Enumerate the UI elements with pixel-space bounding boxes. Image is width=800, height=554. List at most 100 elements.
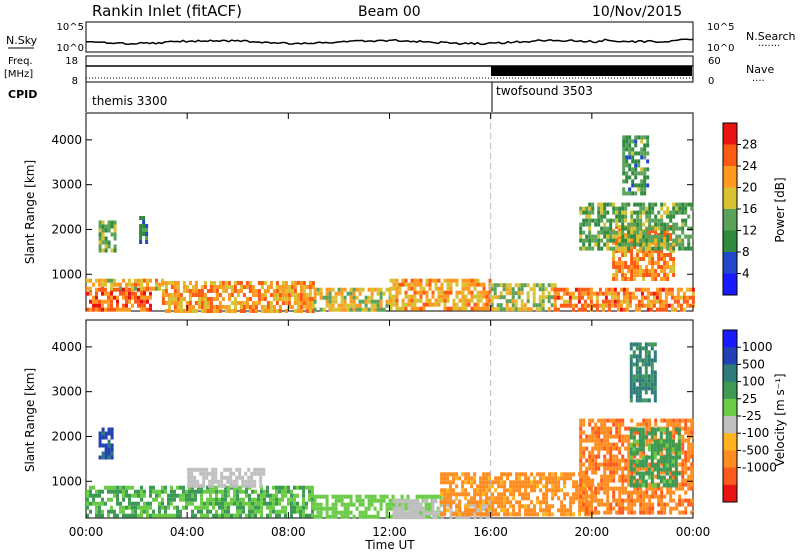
heatmap-cell (621, 482, 625, 487)
heatmap-cell (233, 285, 237, 289)
heatmap-cell (110, 443, 114, 448)
heatmap-cell (650, 435, 654, 440)
heatmap-cell (612, 458, 616, 463)
heatmap-cell (646, 143, 650, 148)
heatmap-cell (146, 505, 149, 510)
heatmap-cell (308, 301, 312, 305)
heatmap-cell (197, 305, 201, 309)
heatmap-cell (656, 443, 660, 448)
heatmap-cell (143, 489, 146, 494)
heatmap-cell (308, 289, 312, 293)
heatmap-cell (152, 286, 155, 291)
heatmap-cell (205, 471, 209, 476)
heatmap-cell (143, 493, 146, 498)
heatmap-cell (407, 298, 411, 303)
heatmap-cell (313, 291, 317, 296)
heatmap-cell (636, 442, 640, 447)
heatmap-cell (585, 458, 589, 463)
heatmap-cell (215, 513, 218, 518)
heatmap-cell (86, 307, 89, 312)
heatmap-cell (612, 474, 616, 479)
heatmap-cell (675, 242, 679, 247)
heatmap-cell (211, 483, 215, 488)
heatmap-cell (367, 295, 371, 300)
heatmap-cell (621, 434, 625, 439)
heatmap-cell (606, 434, 610, 439)
colorbar-swatch (723, 252, 737, 274)
heatmap-cell (311, 305, 315, 309)
heatmap-cell (476, 294, 480, 299)
heatmap-cell (233, 501, 236, 506)
heatmap-cell (239, 285, 243, 289)
heatmap-cell (621, 418, 625, 423)
heatmap-cell (311, 281, 315, 285)
heatmap-cell (630, 490, 634, 495)
heatmap-cell (164, 301, 168, 305)
heatmap-cell (263, 497, 266, 502)
heatmap-cell (113, 282, 116, 287)
heatmap-cell (657, 246, 661, 251)
heatmap-cell (582, 238, 586, 243)
heatmap-cell (401, 511, 405, 516)
heatmap-cell (637, 163, 641, 168)
heatmap-cell (597, 498, 601, 503)
heatmap-cell (446, 472, 450, 477)
heatmap-cell (636, 422, 640, 427)
heatmap-cell (600, 482, 604, 487)
noise-left-tick-top: 10^5 (57, 22, 84, 33)
heatmap-cell (687, 242, 691, 247)
heatmap-cell (164, 281, 168, 285)
heatmap-cell (526, 307, 530, 312)
heatmap-cell (98, 307, 101, 312)
heatmap-cell (609, 458, 613, 463)
heatmap-cell (416, 290, 420, 295)
heatmap-cell (579, 494, 583, 499)
heatmap-cell (646, 291, 650, 296)
heatmap-cell (664, 303, 668, 308)
heatmap-cell (218, 285, 222, 289)
heatmap-cell (110, 224, 114, 229)
heatmap-cell (663, 226, 667, 231)
heatmap-cell (376, 498, 380, 503)
heatmap-cell (400, 494, 404, 499)
heatmap-cell (272, 309, 276, 313)
heatmap-cell (687, 442, 691, 447)
heatmap-cell (651, 202, 655, 207)
heatmap-cell (621, 438, 625, 443)
heatmap-cell (269, 509, 272, 514)
heatmap-cell (263, 281, 267, 285)
heatmap-cell (627, 238, 631, 243)
heatmap-cell (651, 253, 655, 257)
heatmap-cell (395, 302, 399, 307)
heatmap-cell (407, 503, 411, 508)
heatmap-cell (191, 305, 195, 309)
heatmap-cell (665, 471, 669, 476)
heatmap-cell (579, 238, 583, 243)
heatmap-cell (254, 509, 257, 514)
heatmap-cell (515, 488, 519, 493)
heatmap-cell (648, 229, 652, 233)
heatmap-cell (227, 309, 231, 313)
heatmap-cell (621, 249, 625, 253)
heatmap-cell (343, 303, 347, 308)
heatmap-cell (476, 306, 480, 311)
heatmap-cell (232, 479, 236, 484)
heatmap-cell (615, 230, 619, 235)
heatmap-cell (367, 498, 371, 503)
heatmap-cell (128, 282, 131, 287)
heatmap-cell (491, 500, 495, 505)
heatmap-cell (660, 246, 664, 251)
heatmap-cell (515, 480, 519, 485)
heatmap-cell (629, 394, 633, 399)
heatmap-cell (104, 287, 107, 292)
heatmap-cell (618, 422, 622, 427)
heatmap-cell (137, 287, 140, 292)
heatmap-cell (638, 342, 642, 347)
heatmap-cell (560, 512, 564, 517)
heatmap-cell (684, 218, 688, 223)
heatmap-cell (594, 454, 598, 459)
heatmap-cell (95, 493, 98, 498)
heatmap-cell (508, 291, 512, 296)
heatmap-cell (635, 374, 639, 379)
